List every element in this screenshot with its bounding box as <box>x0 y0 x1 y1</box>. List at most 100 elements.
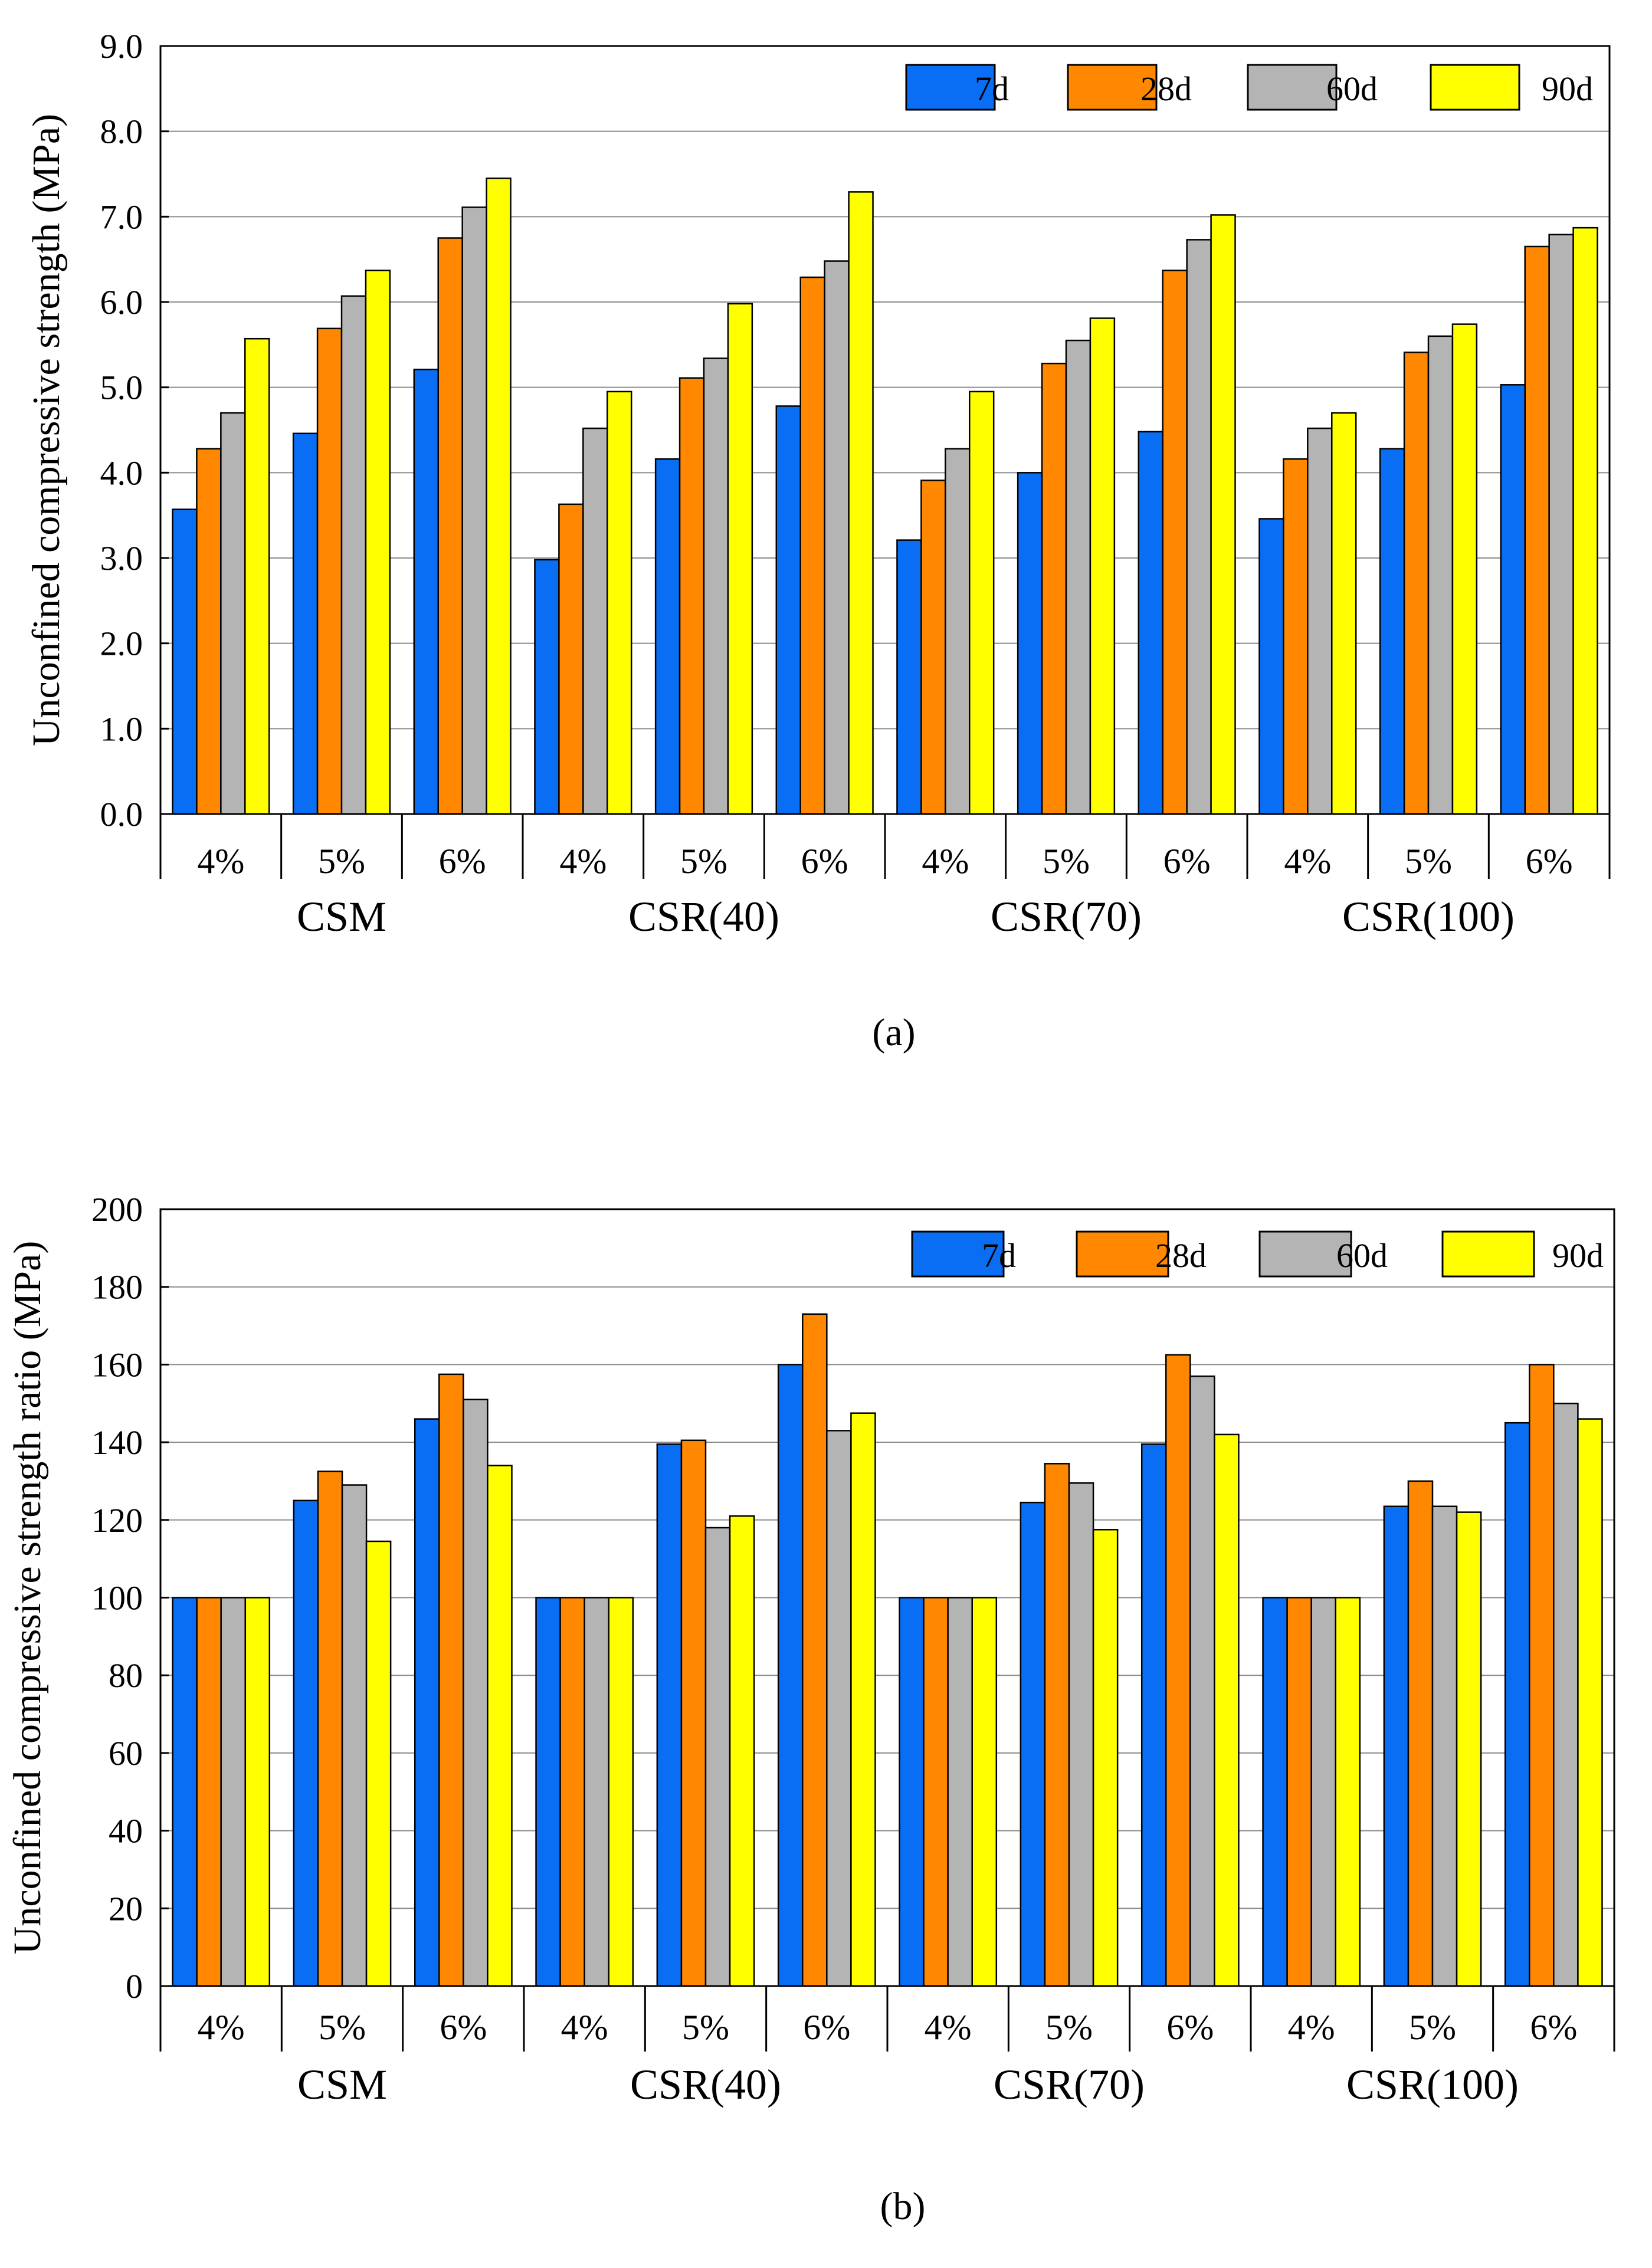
bar-90d-10 <box>1451 323 1478 815</box>
x-tick-label: 4% <box>561 2008 608 2047</box>
bar-7d-6 <box>899 1597 925 1987</box>
bar-28d-7 <box>1044 1463 1070 1987</box>
bar-28d-3 <box>558 503 584 815</box>
bar-90d-10 <box>1456 1511 1482 1987</box>
legend-label: 7d <box>975 70 1009 108</box>
y-tick-label: 6.0 <box>100 283 143 321</box>
bar-7d-0 <box>172 1597 198 1987</box>
bar-28d-5 <box>802 1313 828 1987</box>
bar-90d-6 <box>971 1597 998 1987</box>
bar-60d-3 <box>584 1597 609 1987</box>
y-tick-label: 180 <box>91 1268 143 1307</box>
bar-90d-2 <box>486 177 512 815</box>
bar-28d-8 <box>1162 270 1188 815</box>
bar-90d-5 <box>850 1412 876 1987</box>
bar-60d-5 <box>826 1430 852 1987</box>
legend-label: 28d <box>1155 1236 1207 1275</box>
y-tick-label: 100 <box>91 1579 143 1617</box>
bar-7d-1 <box>293 1499 319 1987</box>
y-tick-label: 0 <box>126 1967 143 2006</box>
y-tick-label: 200 <box>91 1190 143 1229</box>
bar-28d-7 <box>1041 362 1067 815</box>
x-tick-label: 5% <box>318 842 365 881</box>
bar-7d-6 <box>896 539 922 815</box>
y-tick-label: 5.0 <box>100 369 143 407</box>
bar-60d-4 <box>704 1527 731 1987</box>
bar-60d-0 <box>220 412 246 815</box>
bar-28d-6 <box>923 1597 949 1987</box>
bar-7d-9 <box>1262 1597 1288 1987</box>
bar-90d-4 <box>729 1515 755 1987</box>
bar-28d-2 <box>437 237 463 815</box>
bar-28d-10 <box>1403 352 1430 815</box>
x-tick-label: 5% <box>680 842 727 881</box>
y-axis-label: Unconfined compressive strength ratio (M… <box>6 1241 49 1955</box>
bar-60d-11 <box>1548 234 1574 815</box>
chart-a: 0.0 1.0 2.0 3.0 4.0 5.0 6.0 7.0 8.0 9.0 4% 5% 6% 4% 5%… <box>25 27 1611 1054</box>
bar-7d-2 <box>414 1418 440 1987</box>
legend-label: 60d <box>1326 70 1378 108</box>
bar-90d-9 <box>1331 412 1357 815</box>
figure-caption: (a) <box>872 1011 915 1054</box>
bar-90d-11 <box>1577 1418 1603 1987</box>
bar-90d-0 <box>244 337 270 815</box>
bar-7d-3 <box>535 1597 561 1987</box>
x-tick-label: 6% <box>439 842 486 881</box>
y-tick-label: 20 <box>109 1889 143 1928</box>
legend-swatch-90d <box>1430 64 1520 111</box>
bar-60d-7 <box>1065 339 1092 815</box>
group-label: CSR(40) <box>628 893 779 940</box>
bar-7d-5 <box>777 1364 804 1987</box>
bar-60d-11 <box>1553 1403 1579 1987</box>
y-tick-label: 2.0 <box>100 625 143 663</box>
bar-28d-1 <box>317 1471 343 1987</box>
figure-caption: (b) <box>880 2185 926 2228</box>
bar-28d-9 <box>1286 1597 1312 1987</box>
bar-60d-8 <box>1186 239 1212 815</box>
group-label: CSM <box>297 2061 387 2108</box>
x-tick-label: 4% <box>922 842 969 881</box>
bar-7d-10 <box>1383 1505 1410 1987</box>
bar-90d-3 <box>607 390 632 815</box>
y-tick-label: 60 <box>109 1734 143 1773</box>
legend-swatch-7d <box>911 1230 1005 1278</box>
bar-28d-0 <box>196 1597 222 1987</box>
bar-28d-3 <box>559 1597 585 1987</box>
x-tick-label: 5% <box>319 2008 366 2047</box>
x-tick-label: 5% <box>1043 842 1090 881</box>
bar-7d-11 <box>1500 384 1526 815</box>
x-tick-label: 6% <box>803 2008 850 2047</box>
y-tick-label: 140 <box>91 1423 143 1462</box>
y-tick-label: 160 <box>91 1345 143 1384</box>
bar-7d-2 <box>413 369 439 815</box>
bar-28d-10 <box>1407 1480 1434 1987</box>
bar-7d-8 <box>1140 1443 1167 1987</box>
group-label: CSR(100) <box>1346 2061 1519 2108</box>
bar-28d-1 <box>316 327 343 815</box>
bar-60d-7 <box>1068 1482 1094 1987</box>
legend-label: 90d <box>1552 1236 1604 1275</box>
x-tick-label: 4% <box>197 842 244 881</box>
x-tick-label: 6% <box>440 2008 487 2047</box>
legend-label: 90d <box>1542 70 1593 108</box>
bar-90d-6 <box>969 390 995 815</box>
y-tick-label: 4.0 <box>100 454 143 492</box>
x-tick-label: 4% <box>198 2008 245 2047</box>
x-tick-label: 5% <box>1409 2008 1456 2047</box>
y-tick-label: 8.0 <box>100 113 143 151</box>
bar-7d-7 <box>1017 472 1043 815</box>
y-tick-label: 7.0 <box>100 198 143 236</box>
bar-60d-8 <box>1189 1375 1215 1987</box>
bar-28d-4 <box>680 1439 707 1987</box>
bar-60d-10 <box>1431 1505 1458 1987</box>
legend-label: 60d <box>1336 1236 1388 1275</box>
bar-7d-10 <box>1379 448 1405 815</box>
bar-90d-3 <box>608 1597 634 1987</box>
bar-28d-9 <box>1283 458 1309 815</box>
bar-28d-0 <box>196 448 222 815</box>
bar-90d-4 <box>727 303 753 815</box>
bar-60d-3 <box>582 427 608 815</box>
chart-b: 0 20 40 60 80 100 120 140 160 180 200 4% 5% 6% 4% 5% 6% 4… <box>6 1190 1615 2228</box>
x-tick-label: 6% <box>801 842 848 881</box>
